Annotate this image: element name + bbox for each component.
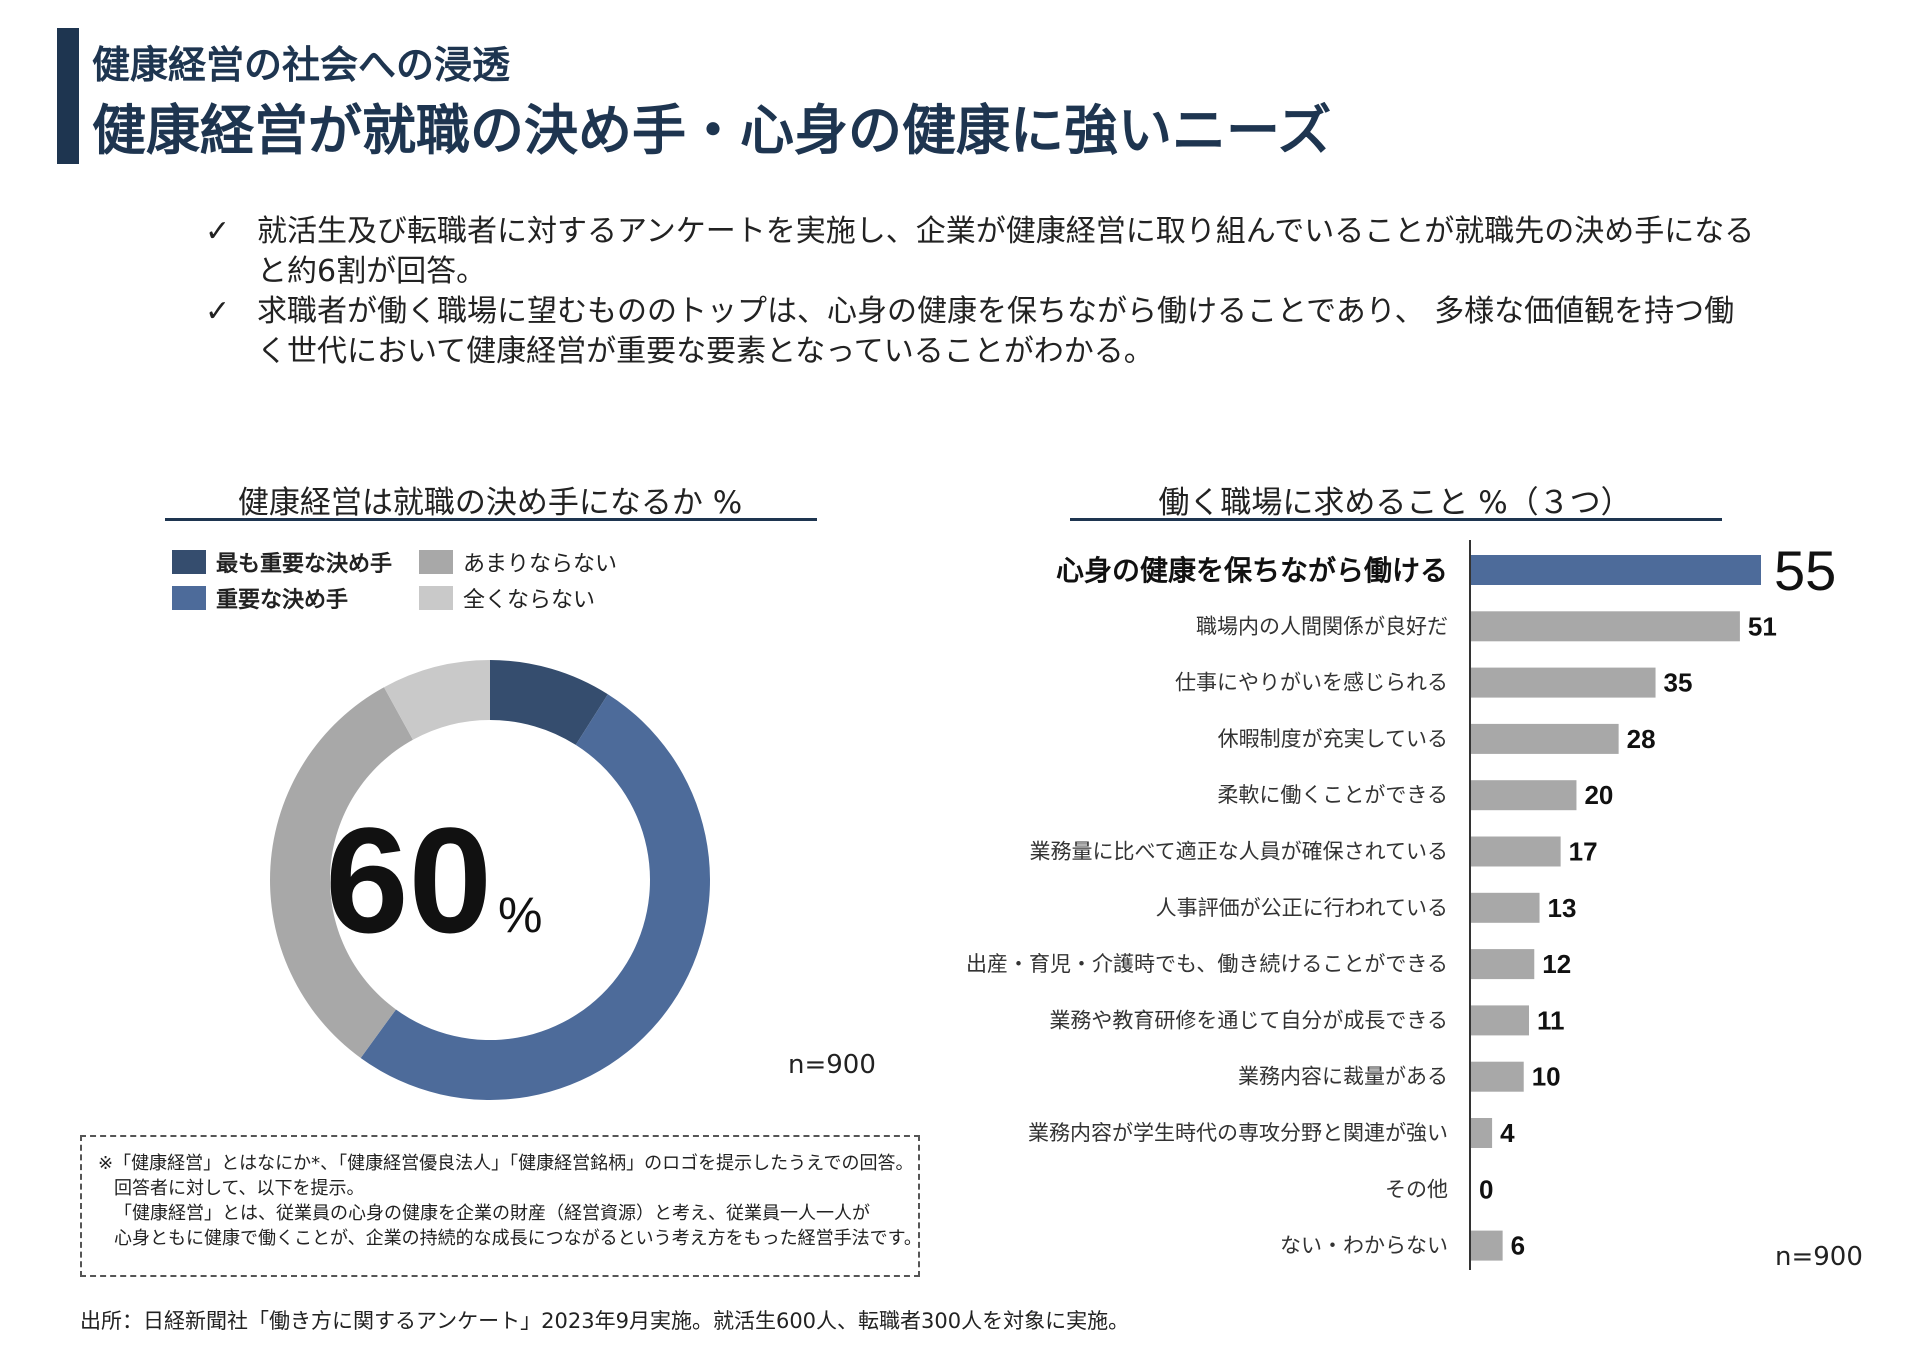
bar-heading-underline [1070, 518, 1722, 521]
bar-category-label: その他 [1385, 1177, 1448, 1201]
bar-category-label: 仕事にやりがいを感じられる [1175, 671, 1448, 695]
donut-slice-1 [490, 660, 608, 745]
bar-category-label: 職場内の人間関係が良好だ [1196, 614, 1448, 638]
bar [1471, 836, 1561, 867]
title-accent-bar [57, 28, 79, 164]
check-icon: ✓ [205, 294, 231, 329]
bar [1471, 667, 1656, 698]
bar-category-label: 人事評価が公正に行われている [1156, 896, 1448, 920]
bar-category-label: 休暇制度が充実している [1218, 727, 1448, 751]
source-note: 出所：日経新聞社「働き方に関するアンケート」2023年9月実施。就活生600人、… [80, 1309, 1130, 1333]
bar-chart: 心身の健康を保ちながら働ける 55 職場内の人間関係が良好だ 51 仕事にやりがいを感じ… [966, 539, 1836, 1270]
donut-sample-size: n=900 [788, 1050, 876, 1080]
bar-category-label: 業務内容に裁量がある [1238, 1065, 1448, 1089]
bar-value-label: 4 [1500, 1118, 1515, 1148]
bar [1471, 723, 1619, 754]
legend-label: 全くならない [463, 588, 596, 613]
bar-category-label: 柔軟に働くことができる [1217, 783, 1448, 807]
note-line: 「健康経営」とは、従業員の心身の健康を企業の財産（経営資源）と考え、従業員一人一… [114, 1203, 870, 1224]
bar-sample-size: n=900 [1775, 1242, 1863, 1272]
bar-value-label: 20 [1584, 780, 1613, 810]
bar-value-label: 17 [1569, 837, 1598, 867]
bar-category-label: 業務量に比べて適正な人員が確保されている [1029, 840, 1448, 864]
legend-swatch [172, 586, 206, 610]
check-icon: ✓ [205, 214, 231, 249]
bar-value-label: 0 [1479, 1174, 1493, 1204]
bar-category-label: 業務や教育研修を通じて自分が成長できる [1049, 1008, 1448, 1032]
bar [1471, 949, 1535, 980]
donut-slice-2 [360, 694, 711, 1100]
legend-swatch [419, 550, 453, 574]
bar-category-label: 出産・育児・介護時でも、働き続けることができる [966, 952, 1448, 976]
bullet-item: ✓ 求職者が働く職場に望むもののトップは、心身の健康を保ちながら働けることであり… [205, 292, 1765, 372]
bar [1471, 1230, 1503, 1261]
bar [1471, 1005, 1529, 1036]
legend-label: あまりならない [463, 552, 618, 577]
bar-category-label: 業務内容が学生時代の専攻分野と関連が強い [1028, 1121, 1448, 1145]
note-line: ※「健康経営」とはなにか*、「健康経営優良法人」「健康経営銘柄」のロゴを提示した… [98, 1153, 914, 1174]
bar-value-label: 12 [1542, 949, 1571, 979]
legend-item: 全くならない [419, 582, 595, 614]
bullet-text: 求職者が働く職場に望むもののトップは、心身の健康を保ちながら働けることであり、 … [257, 294, 1735, 369]
bar-value-label: 13 [1548, 893, 1577, 923]
summary-bullets: ✓ 就活生及び転職者に対するアンケートを実施し、企業が健康経営に取り組んでいるこ… [205, 212, 1765, 372]
bar-value-label: 35 [1664, 668, 1693, 698]
legend-swatch [172, 550, 206, 574]
legend-swatch [419, 586, 453, 610]
bar [1471, 611, 1740, 642]
bar [1471, 1061, 1524, 1092]
donut-chart-heading: 健康経営は就職の決め手になるか % [237, 485, 743, 521]
page-subtitle: 健康経営の社会への浸透 [92, 43, 511, 87]
bar-chart-heading: 働く職場に求めること %（３つ） [1158, 485, 1632, 521]
note-line: 回答者に対して、以下を提示。 [114, 1178, 365, 1199]
bar-value-label: 28 [1627, 724, 1656, 754]
bar-value-label: 10 [1532, 1062, 1561, 1092]
page-title: 健康経営が就職の決め手・心身の健康に強いニーズ [92, 99, 1332, 162]
legend-item: 重要な決め手 [172, 582, 348, 614]
bar-category-label: ない・わからない [1280, 1234, 1448, 1258]
donut-center-value: 60 [325, 796, 492, 964]
donut-slice-3 [270, 687, 413, 1058]
bar [1471, 892, 1540, 923]
donut-chart: 60 % [270, 660, 711, 1100]
legend-item: 最も重要な決め手 [172, 546, 392, 578]
donut-heading-underline [165, 518, 817, 521]
donut-slice-4 [384, 660, 490, 740]
bullet-item: ✓ 就活生及び転職者に対するアンケートを実施し、企業が健康経営に取り組んでいるこ… [205, 212, 1765, 292]
bar [1471, 1118, 1493, 1148]
bar [1471, 780, 1577, 811]
note-line: 心身ともに健康で働くことが、企業の持続的な成長につながるという考え方をもった経営… [114, 1228, 922, 1249]
bar-value-label: 6 [1511, 1231, 1525, 1261]
legend-label: 最も重要な決め手 [216, 552, 393, 577]
bullet-text: 就活生及び転職者に対するアンケートを実施し、企業が健康経営に取り組んでいることが… [257, 214, 1755, 289]
legend-label: 重要な決め手 [216, 588, 349, 613]
bar-category-label: 心身の健康を保ちながら働ける [1056, 554, 1448, 587]
legend-item: あまりならない [419, 546, 617, 578]
bar-value-label: 55 [1774, 539, 1836, 602]
definition-note: ※「健康経営」とはなにか*、「健康経営優良法人」「健康経営銘柄」のロゴを提示した… [80, 1135, 922, 1277]
bar [1471, 555, 1761, 585]
donut-center-unit: % [498, 887, 542, 943]
bar-value-label: 51 [1748, 611, 1777, 641]
bar-value-label: 11 [1537, 1005, 1565, 1035]
